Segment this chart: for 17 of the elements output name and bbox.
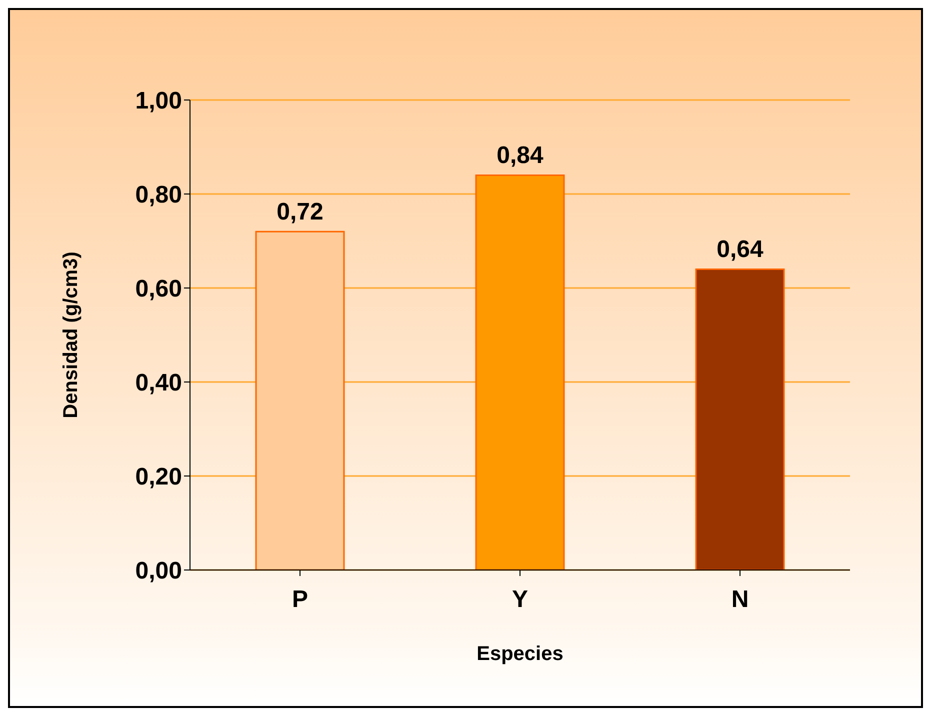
y-axis-title: Densidad (g/cm3): [60, 252, 82, 418]
data-label: 0,84: [496, 142, 544, 170]
x-tick-label: N: [731, 586, 749, 614]
x-tick-label: P: [292, 586, 308, 614]
bar: [695, 268, 785, 570]
data-label: 0,64: [716, 236, 764, 264]
y-tick-label: 0,60: [135, 276, 182, 303]
y-tick-label: 0,00: [135, 558, 182, 585]
y-tick-label: 0,80: [135, 182, 182, 209]
y-tick-label: 1,00: [135, 88, 182, 115]
data-label: 0,72: [276, 198, 324, 226]
y-tick-label: 0,20: [135, 464, 182, 491]
x-tick-label: Y: [512, 586, 528, 614]
bar: [475, 174, 565, 570]
bar: [255, 230, 345, 570]
x-axis-title: Especies: [476, 643, 564, 665]
y-tick-label: 0,40: [135, 370, 182, 397]
